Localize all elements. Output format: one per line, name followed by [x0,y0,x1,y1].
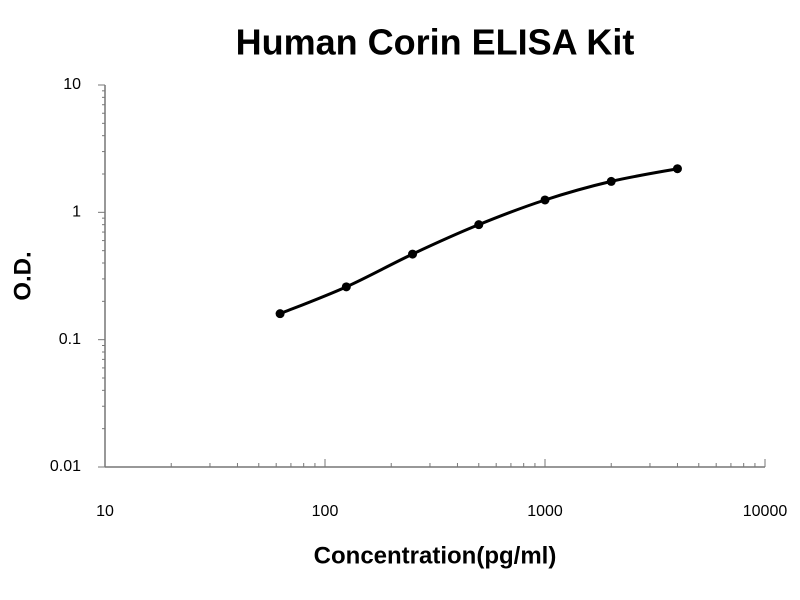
x-tick-label: 100 [312,503,339,520]
point [408,249,418,259]
curve [279,167,678,316]
point [606,176,616,186]
x-axis-label: Concentration(pg/ml) [314,542,557,569]
point [540,195,550,205]
chart-title: Human Corin ELISA Kit [236,22,635,63]
y-tick-label: 0.1 [59,331,81,348]
x-tick-label: 10 [96,503,114,520]
y-tick-label: 0.01 [50,458,81,475]
point [341,282,351,292]
point [474,220,484,230]
y-tick-label: 1 [72,204,81,221]
x-tick-label: 10000 [743,503,788,520]
point [672,164,682,174]
point [275,309,285,319]
y-tick-label: 10 [63,76,81,93]
x-tick-label: 1000 [527,503,563,520]
y-axis-label: O.D. [9,251,36,300]
